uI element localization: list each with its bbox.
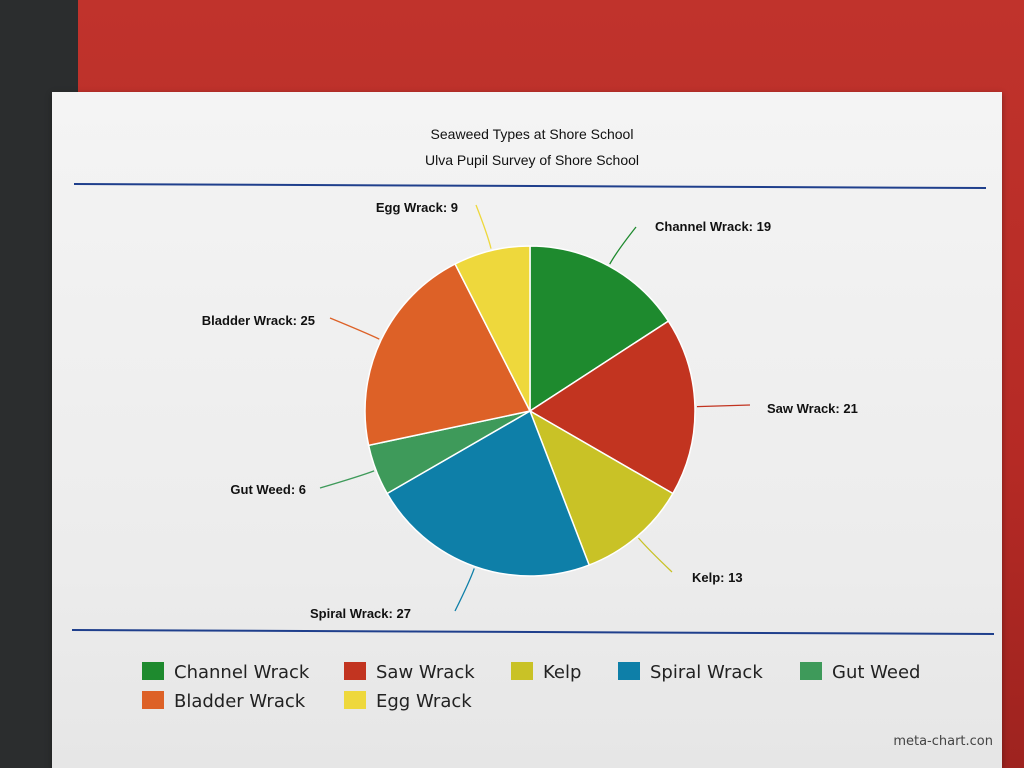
data-label-saw-wrack: Saw Wrack: 21 (767, 401, 858, 416)
data-label-gut-weed: Gut Weed: 6 (230, 482, 306, 497)
pie-slice-channel-wrack (529, 245, 670, 413)
legend-label-saw-wrack: Saw Wrack (376, 662, 475, 683)
legend-label-kelp: Kelp (543, 662, 581, 683)
legend-swatch-saw-wrack (344, 662, 366, 680)
data-label-egg-wrack: Egg Wrack: 9 (376, 200, 458, 215)
pie-slice-saw-wrack (528, 320, 696, 495)
legend-swatch-channel-wrack (142, 662, 164, 680)
leader-line-gut-weed (319, 470, 375, 489)
leader-lines (319, 204, 751, 612)
legend-swatch-bladder-wrack (142, 691, 164, 709)
legend-swatch-gut-weed (800, 662, 822, 680)
data-labels: Channel Wrack: 19 Saw Wrack: 21 Kelp: 13 Sp… (202, 200, 858, 621)
data-label-channel-wrack: Channel Wrack: 19 (655, 219, 771, 234)
top-rule (73, 183, 987, 189)
bottom-rule (71, 629, 995, 635)
pie-slice-kelp (528, 409, 674, 567)
pie-slice-egg-wrack (454, 245, 531, 412)
pie-slices (364, 245, 696, 577)
leader-line-bladder-wrack (329, 317, 380, 340)
leader-line-spiral-wrack (454, 568, 475, 612)
data-label-bladder-wrack: Bladder Wrack: 25 (202, 313, 315, 328)
pie-slice-bladder-wrack (364, 262, 532, 447)
legend-swatch-kelp (511, 662, 533, 680)
chart-subtitle: Ulva Pupil Survey of Shore School (425, 152, 639, 168)
leader-line-saw-wrack (696, 404, 751, 408)
legend-label-gut-weed: Gut Weed (832, 662, 920, 683)
legend-label-spiral-wrack: Spiral Wrack (650, 662, 763, 683)
leader-line-egg-wrack (475, 204, 492, 249)
legend-label-channel-wrack: Channel Wrack (174, 662, 310, 683)
legend: Channel Wrack Saw Wrack Kelp Spiral Wrack Gu… (142, 662, 920, 712)
data-label-spiral-wrack: Spiral Wrack: 27 (310, 606, 411, 621)
legend-label-egg-wrack: Egg Wrack (376, 691, 472, 712)
leader-line-kelp (637, 537, 673, 573)
leader-line-channel-wrack (609, 226, 637, 265)
credit-text: meta-chart.con (893, 734, 993, 749)
legend-swatch-egg-wrack (344, 691, 366, 709)
data-label-kelp: Kelp: 13 (692, 570, 743, 585)
legend-swatch-spiral-wrack (618, 662, 640, 680)
chart-title: Seaweed Types at Shore School (431, 126, 634, 142)
pie-slice-spiral-wrack (386, 409, 591, 577)
legend-label-bladder-wrack: Bladder Wrack (174, 691, 306, 712)
